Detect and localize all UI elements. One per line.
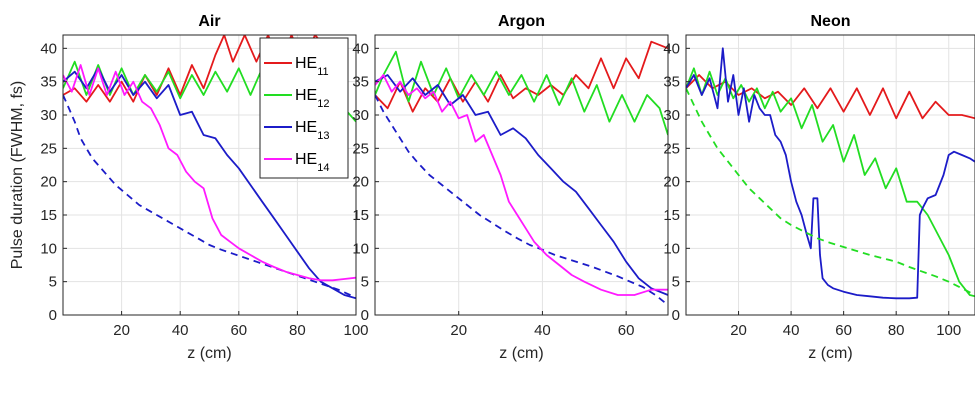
y-tick-label: 10 bbox=[663, 240, 680, 257]
y-tick-label: 25 bbox=[352, 140, 369, 157]
series-he13-solid bbox=[686, 47, 975, 300]
y-tick-label: 10 bbox=[40, 240, 57, 257]
y-tick-label: 30 bbox=[352, 107, 369, 124]
axes-box bbox=[62, 34, 357, 316]
x-tick-label: 60 bbox=[230, 322, 247, 339]
legend-subscript: 11 bbox=[317, 66, 328, 78]
x-tick-label: 100 bbox=[343, 322, 368, 339]
legend-subscript: 13 bbox=[317, 130, 329, 142]
y-tick-label: 20 bbox=[352, 174, 369, 191]
axes-box bbox=[374, 34, 669, 316]
y-tick-label: 20 bbox=[40, 174, 57, 191]
panel-title: Air bbox=[198, 13, 220, 30]
y-tick-label: 15 bbox=[40, 207, 57, 224]
y-tick-label: 0 bbox=[361, 307, 369, 324]
x-axis-label: z (cm) bbox=[187, 345, 231, 362]
x-tick-label: 20 bbox=[113, 322, 130, 339]
legend-subscript: 14 bbox=[317, 162, 329, 174]
y-tick-label: 0 bbox=[672, 307, 680, 324]
y-tick-label: 5 bbox=[672, 274, 680, 291]
x-tick-label: 60 bbox=[835, 322, 852, 339]
y-tick-label: 10 bbox=[352, 240, 369, 257]
x-tick-label: 20 bbox=[450, 322, 467, 339]
y-axis-label: Pulse duration (FWHM, fs) bbox=[9, 81, 26, 269]
y-tick-label: 15 bbox=[663, 207, 680, 224]
series-he12-solid bbox=[375, 50, 668, 136]
y-tick-label: 40 bbox=[40, 40, 57, 57]
y-tick-label: 35 bbox=[352, 74, 369, 91]
series-he13-solid bbox=[63, 67, 356, 300]
x-tick-label: 40 bbox=[783, 322, 800, 339]
y-tick-label: 25 bbox=[663, 140, 680, 157]
y-tick-label: 5 bbox=[49, 274, 57, 291]
series-he13-dashed bbox=[375, 94, 668, 306]
panel-title: Argon bbox=[498, 13, 545, 30]
x-tick-label: 100 bbox=[936, 322, 961, 339]
plot-area bbox=[686, 35, 975, 315]
y-tick-label: 30 bbox=[40, 107, 57, 124]
x-tick-label: 40 bbox=[534, 322, 551, 339]
x-axis-label: z (cm) bbox=[808, 345, 852, 362]
y-tick-label: 35 bbox=[40, 74, 57, 91]
series-he13-solid bbox=[375, 74, 668, 296]
panel-argon: 20 40 60 0 5 10 15 20 25 30 35 40 Argon z (cm) bbox=[352, 13, 669, 362]
panel-neon: 20 40 60 80 100 0 5 10 15 20 25 30 35 40 Neon z (cm) bbox=[663, 13, 975, 362]
x-tick-label: 40 bbox=[172, 322, 189, 339]
x-tick-label: 80 bbox=[289, 322, 306, 339]
x-tick-label: 60 bbox=[618, 322, 635, 339]
y-tick-label: 5 bbox=[361, 274, 369, 291]
y-tick-label: 30 bbox=[663, 107, 680, 124]
axes-box bbox=[685, 34, 975, 316]
x-tick-label: 80 bbox=[888, 322, 905, 339]
x-tick-label: 20 bbox=[730, 322, 747, 339]
series-he12-dashed bbox=[686, 87, 975, 296]
y-tick-label: 25 bbox=[40, 140, 57, 157]
y-tick-label: 40 bbox=[352, 40, 369, 57]
y-tick-label: 35 bbox=[663, 74, 680, 91]
series-he13-dashed bbox=[63, 94, 356, 300]
y-tick-label: 0 bbox=[49, 307, 57, 324]
panel-title: Neon bbox=[811, 13, 851, 30]
legend-subscript: 12 bbox=[317, 98, 329, 110]
x-axis-label: z (cm) bbox=[499, 345, 543, 362]
series-he11-solid bbox=[686, 74, 975, 120]
y-tick-label: 40 bbox=[663, 40, 680, 57]
y-tick-label: 20 bbox=[663, 174, 680, 191]
y-tick-label: 15 bbox=[352, 207, 369, 224]
legend-box bbox=[259, 37, 349, 179]
series-he14-solid bbox=[375, 74, 668, 296]
series-he14-solid bbox=[63, 64, 356, 282]
